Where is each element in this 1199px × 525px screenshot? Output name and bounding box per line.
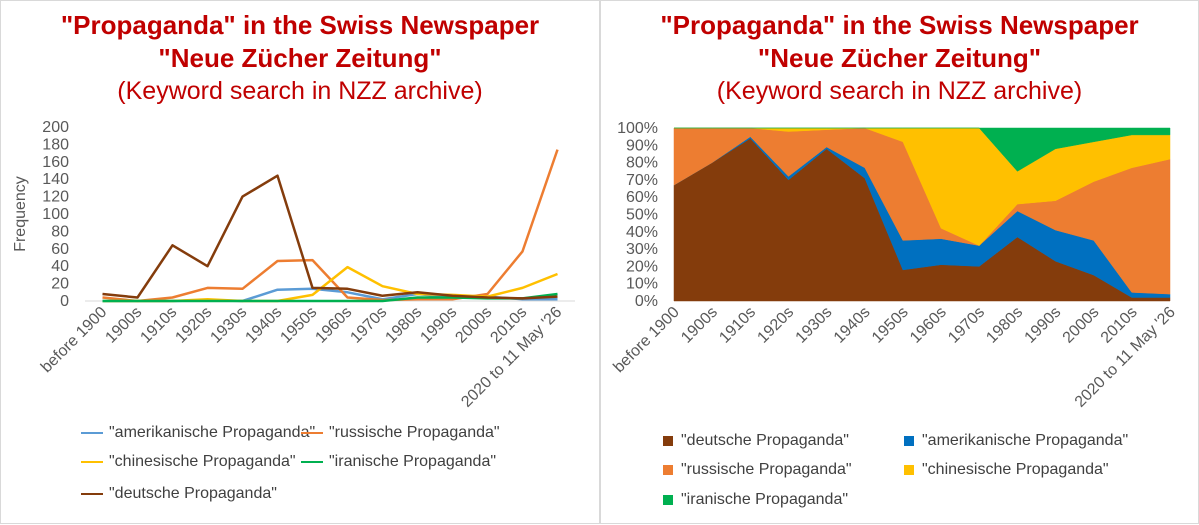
- x-tick-label: 1990s: [417, 304, 460, 347]
- y-tick-label: 160: [42, 154, 69, 171]
- x-tick-label: 2000s: [1060, 304, 1103, 347]
- x-tick-label: before 1900: [610, 304, 682, 376]
- x-tick-label: 2000s: [452, 304, 495, 347]
- x-tick-label: 1980s: [983, 304, 1026, 347]
- line-chart-panel: "Propaganda" in the Swiss Newspaper "Neu…: [0, 0, 600, 524]
- y-tick-label: 120: [42, 189, 69, 206]
- y-tick-label: 90%: [626, 137, 658, 154]
- area-chart-panel: "Propaganda" in the Swiss Newspaper "Neu…: [600, 0, 1199, 524]
- y-tick-label: 60%: [626, 189, 658, 206]
- y-tick-label: 40%: [626, 224, 658, 241]
- x-tick-label: 1990s: [1022, 304, 1065, 347]
- title-line-3: (Keyword search in NZZ archive): [117, 77, 483, 105]
- area-chart-plot: 0%10%20%30%40%50%60%70%80%90%100% before …: [610, 120, 1178, 411]
- series-area-iranische-propaganda: [674, 127, 1171, 172]
- title-line-1: "Propaganda" in the Swiss Newspaper: [60, 10, 540, 40]
- y-axis-label: Frequency: [12, 176, 29, 252]
- x-tick-label: before 1900: [38, 304, 110, 376]
- y-tick-label: 80: [51, 223, 69, 240]
- x-tick-label: 1920s: [754, 304, 797, 347]
- y-tick-label: 20: [51, 276, 69, 293]
- x-tick-label: 1950s: [277, 304, 320, 347]
- x-tick-label: 1930s: [793, 304, 836, 347]
- title-line-2: "Neue Zücher Zeitung": [757, 43, 1042, 73]
- x-tick-label: 1970s: [347, 304, 390, 347]
- series-line-deutsche-propaganda: [102, 174, 558, 300]
- y-tick-label: 80%: [626, 155, 658, 172]
- title-line-1: "Propaganda" in the Swiss Newspaper: [660, 10, 1139, 40]
- y-tick-label: 180: [42, 136, 69, 153]
- x-tick-label: 1940s: [242, 304, 285, 347]
- y-tick-label: 0: [60, 293, 69, 310]
- y-tick-label: 20%: [626, 258, 658, 275]
- title-line-2: "Neue Zücher Zeitung": [158, 43, 442, 73]
- y-tick-label: 0%: [635, 293, 658, 310]
- x-tick-label: 1900s: [102, 304, 145, 347]
- x-tick-label: 1940s: [831, 304, 874, 347]
- x-tick-label: 1950s: [869, 304, 912, 347]
- y-tick-label: 30%: [626, 241, 658, 258]
- title-line-3: (Keyword search in NZZ archive): [716, 77, 1083, 105]
- y-tick-label: 100%: [617, 120, 658, 137]
- line-chart-title: "Propaganda" in the Swiss Newspaper "Neu…: [1, 9, 599, 108]
- series-line-russische-propaganda: [102, 149, 559, 303]
- y-tick-label: 10%: [626, 276, 658, 293]
- y-tick-label: 200: [42, 119, 69, 136]
- y-tick-label: 40: [51, 258, 69, 275]
- y-tick-label: 140: [42, 171, 69, 188]
- x-tick-label: 1970s: [945, 304, 988, 347]
- x-tick-label: 1910s: [137, 304, 180, 347]
- y-tick-label: 50%: [626, 207, 658, 224]
- x-tick-label: 1960s: [312, 304, 355, 347]
- x-tick-label: 1960s: [907, 304, 950, 347]
- x-tick-label: 1900s: [678, 304, 721, 347]
- y-tick-label: 70%: [626, 172, 658, 189]
- x-tick-label: 1910s: [716, 304, 759, 347]
- x-tick-label: 1980s: [382, 304, 425, 347]
- x-tick-label: 1930s: [207, 304, 250, 347]
- y-tick-label: 60: [51, 241, 69, 258]
- area-chart-title: "Propaganda" in the Swiss Newspaper "Neu…: [601, 9, 1198, 108]
- y-tick-label: 100: [42, 206, 69, 223]
- series-line-chinesische-propaganda: [102, 265, 558, 303]
- x-tick-label: 1920s: [172, 304, 215, 347]
